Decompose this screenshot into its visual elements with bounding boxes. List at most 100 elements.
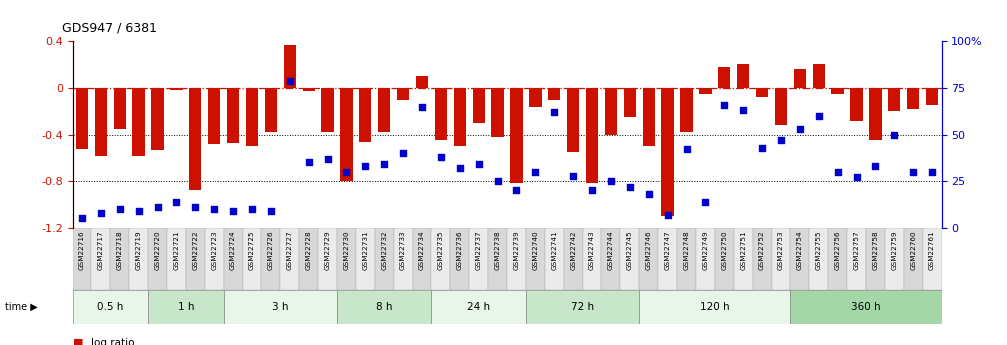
Text: 24 h: 24 h xyxy=(467,302,490,312)
Bar xyxy=(869,88,881,140)
Bar xyxy=(472,88,484,123)
Text: GSM22748: GSM22748 xyxy=(684,231,690,270)
Bar xyxy=(262,228,280,290)
Point xyxy=(773,137,789,143)
Bar xyxy=(696,228,715,290)
Bar xyxy=(659,228,677,290)
Bar xyxy=(73,228,92,290)
Bar xyxy=(280,228,299,290)
Bar xyxy=(167,228,186,290)
Bar xyxy=(469,228,488,290)
Text: GSM22743: GSM22743 xyxy=(589,231,595,270)
Text: GSM22737: GSM22737 xyxy=(475,231,481,270)
Text: GSM22747: GSM22747 xyxy=(665,231,671,270)
Bar xyxy=(790,290,942,324)
Bar xyxy=(133,88,145,156)
Bar xyxy=(623,88,636,117)
Bar xyxy=(639,228,659,290)
Bar xyxy=(114,88,126,129)
Point xyxy=(792,126,808,132)
Point xyxy=(433,154,449,160)
Point xyxy=(546,109,562,115)
Text: GSM22716: GSM22716 xyxy=(79,231,85,270)
Bar xyxy=(699,88,712,94)
Bar xyxy=(397,88,409,100)
Bar xyxy=(605,88,617,135)
Bar xyxy=(681,88,693,132)
Point xyxy=(528,169,544,175)
Bar xyxy=(186,228,204,290)
Text: GSM22724: GSM22724 xyxy=(230,231,236,270)
Text: GSM22726: GSM22726 xyxy=(268,231,274,270)
Bar xyxy=(586,88,598,184)
Point xyxy=(489,178,506,184)
Point xyxy=(679,147,695,152)
Bar xyxy=(832,88,844,94)
Text: GSM22738: GSM22738 xyxy=(494,231,500,270)
Bar xyxy=(299,228,318,290)
Bar xyxy=(224,228,243,290)
Text: GSM22735: GSM22735 xyxy=(438,231,444,270)
Bar xyxy=(737,63,749,88)
Point xyxy=(377,161,393,167)
Text: GSM22754: GSM22754 xyxy=(797,231,803,270)
Bar xyxy=(601,228,620,290)
Point xyxy=(282,78,298,83)
Bar xyxy=(431,228,450,290)
Text: GSM22732: GSM22732 xyxy=(382,231,388,270)
Point xyxy=(584,188,600,193)
Bar xyxy=(511,88,523,184)
Bar xyxy=(337,228,355,290)
Text: GSM22718: GSM22718 xyxy=(117,231,123,270)
Text: log ratio: log ratio xyxy=(91,338,134,345)
Bar xyxy=(337,290,431,324)
Text: GSM22749: GSM22749 xyxy=(703,231,708,270)
Text: GSM22742: GSM22742 xyxy=(570,231,576,270)
Bar xyxy=(204,228,224,290)
Bar xyxy=(718,67,730,88)
Bar xyxy=(246,88,258,146)
Text: GSM22740: GSM22740 xyxy=(533,231,539,270)
Bar xyxy=(662,88,674,216)
Bar xyxy=(76,88,88,149)
Point xyxy=(470,161,486,167)
Bar xyxy=(639,290,790,324)
Text: GSM22733: GSM22733 xyxy=(400,231,406,270)
Point xyxy=(735,108,751,113)
Point xyxy=(924,169,941,175)
Text: GSM22744: GSM22744 xyxy=(608,231,614,270)
Bar xyxy=(340,88,352,181)
Bar xyxy=(620,228,639,290)
Point xyxy=(640,191,657,197)
Text: 0.5 h: 0.5 h xyxy=(97,302,124,312)
Bar xyxy=(189,88,201,190)
Point xyxy=(660,212,676,217)
Text: GSM22751: GSM22751 xyxy=(740,231,746,270)
Text: GSM22752: GSM22752 xyxy=(759,231,765,270)
Text: 1 h: 1 h xyxy=(177,302,194,312)
Point xyxy=(867,164,883,169)
Point xyxy=(319,156,335,161)
Point xyxy=(263,208,279,214)
Text: ■: ■ xyxy=(73,338,83,345)
Bar xyxy=(567,88,579,152)
Text: GSM22722: GSM22722 xyxy=(192,231,198,270)
Text: GSM22755: GSM22755 xyxy=(816,231,822,270)
Bar xyxy=(642,88,655,146)
Bar xyxy=(888,88,900,111)
Bar xyxy=(321,88,333,132)
Text: 3 h: 3 h xyxy=(272,302,289,312)
Bar xyxy=(224,290,337,324)
Text: GSM22759: GSM22759 xyxy=(891,231,897,270)
Bar xyxy=(151,88,164,150)
Text: 360 h: 360 h xyxy=(851,302,881,312)
Point xyxy=(414,104,430,109)
Point xyxy=(131,208,147,214)
Bar xyxy=(564,228,583,290)
Text: GSM22753: GSM22753 xyxy=(778,231,784,270)
Bar xyxy=(828,228,847,290)
Bar xyxy=(243,228,262,290)
Bar xyxy=(907,88,919,109)
Text: GSM22734: GSM22734 xyxy=(419,231,425,270)
Bar xyxy=(450,228,469,290)
